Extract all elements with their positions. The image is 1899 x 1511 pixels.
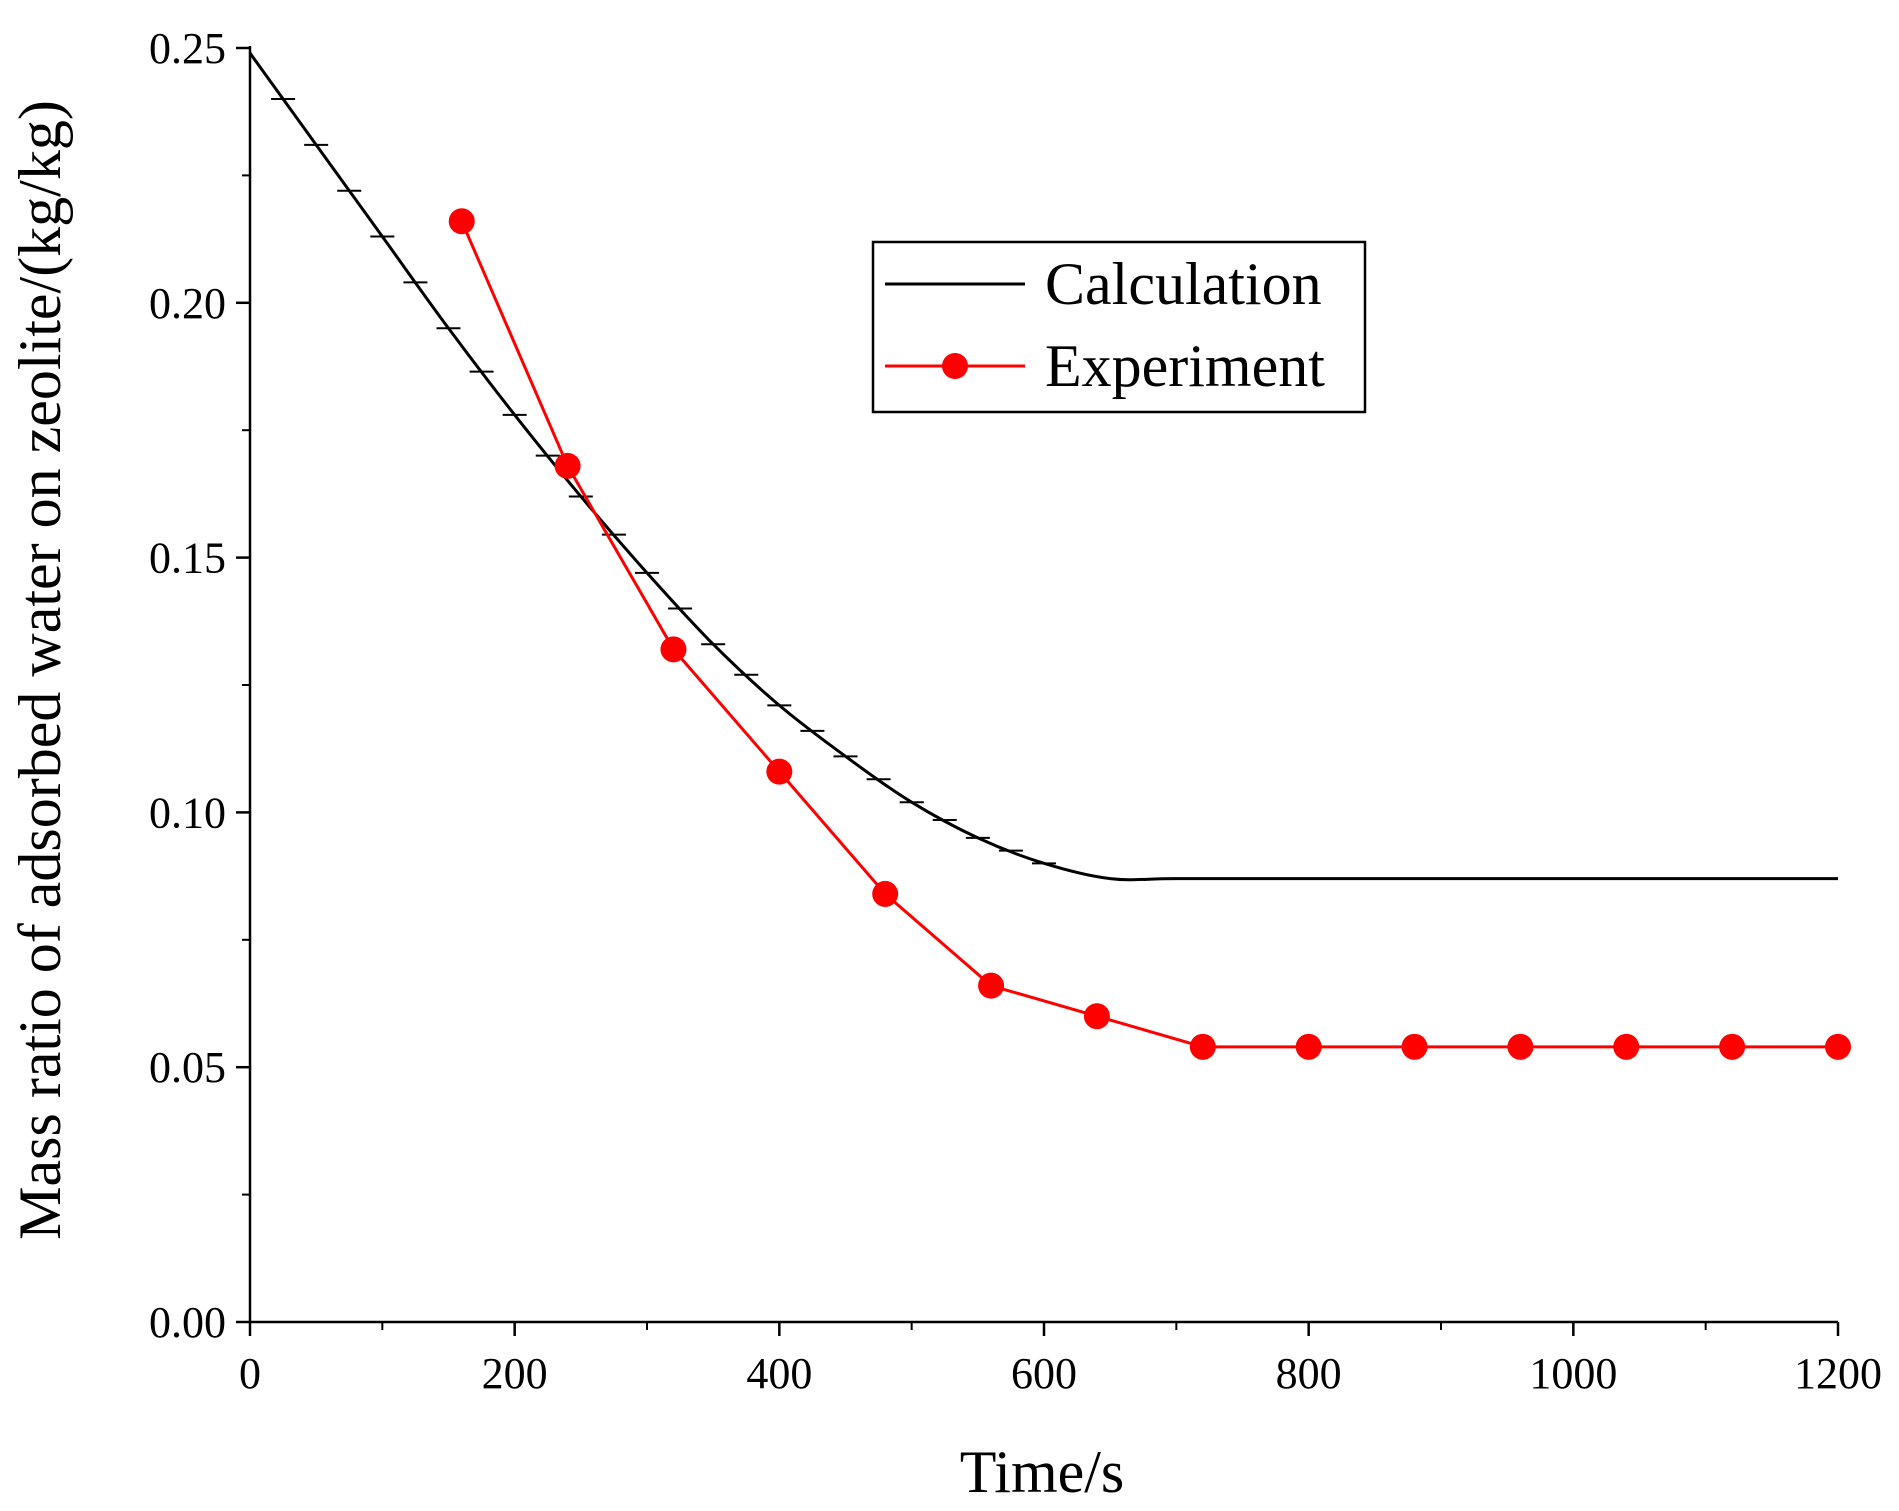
experiment-point bbox=[660, 636, 687, 663]
y-tick-label: 0.20 bbox=[149, 279, 226, 328]
experiment-point bbox=[1401, 1033, 1428, 1060]
series-layer bbox=[248, 52, 1851, 1060]
legend: Calculation Experiment bbox=[871, 240, 1367, 414]
x-tick-label: 1200 bbox=[1794, 1349, 1882, 1398]
series-experiment-line bbox=[460, 220, 1838, 1049]
experiment-point bbox=[1719, 1033, 1746, 1060]
y-tick-label: 0.05 bbox=[149, 1043, 226, 1092]
legend-calculation-label: Calculation bbox=[1045, 251, 1322, 317]
experiment-point bbox=[1083, 1003, 1110, 1030]
experiment-point bbox=[1613, 1033, 1640, 1060]
x-tick-label: 600 bbox=[1011, 1349, 1077, 1398]
y-tick-label: 0.15 bbox=[149, 534, 226, 583]
experiment-point bbox=[448, 208, 475, 235]
x-tick-label: 0 bbox=[239, 1349, 261, 1398]
experiment-point bbox=[766, 758, 793, 785]
series-calculation-line bbox=[248, 52, 1838, 882]
experiment-point bbox=[1295, 1033, 1322, 1060]
x-axis-title: Time/s bbox=[960, 1439, 1125, 1505]
y-tick-label: 0.25 bbox=[149, 24, 226, 73]
axes: 0 200 400 600 800 1000 1200 0.00 0.05 0.10 0.15 0.2… bbox=[149, 24, 1882, 1398]
y-tick-label: 0.00 bbox=[149, 1298, 226, 1347]
y-tick-label: 0.10 bbox=[149, 788, 226, 837]
experiment-point bbox=[1825, 1033, 1851, 1060]
legend-experiment-marker bbox=[942, 353, 968, 379]
experiment-point bbox=[1507, 1033, 1534, 1060]
experiment-point bbox=[872, 880, 899, 907]
experiment-point bbox=[554, 452, 581, 479]
x-tick-label: 1000 bbox=[1529, 1349, 1617, 1398]
y-axis-title: Mass ratio of adsorbed water on zeolite/… bbox=[7, 100, 73, 1240]
legend-experiment-label: Experiment bbox=[1045, 333, 1325, 399]
x-tick-label: 200 bbox=[482, 1349, 548, 1398]
experiment-point bbox=[978, 972, 1005, 999]
x-tick-label: 800 bbox=[1276, 1349, 1342, 1398]
legend-box bbox=[871, 240, 1367, 414]
x-tick-label: 400 bbox=[746, 1349, 812, 1398]
experiment-point bbox=[1189, 1033, 1216, 1060]
